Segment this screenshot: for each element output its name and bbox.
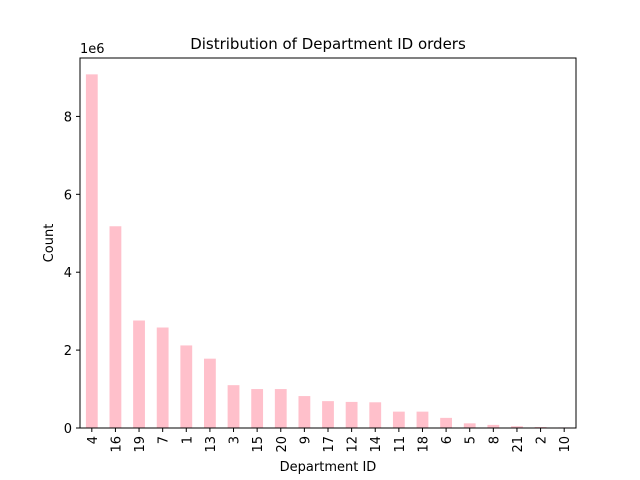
bar-18 [416, 411, 429, 428]
bar-21 [511, 426, 523, 428]
x-tick-label: 7 [157, 436, 172, 444]
bar-15 [251, 389, 264, 428]
bar-17 [322, 401, 334, 428]
y-offset-label: 1e6 [80, 42, 105, 57]
x-tick-label: 6 [440, 436, 455, 444]
x-tick-label: 11 [393, 436, 408, 453]
y-ticks: 0 2 4 6 8 [64, 110, 80, 437]
x-tick-label: 21 [511, 436, 526, 453]
x-tick-label: 10 [558, 436, 573, 453]
bar-12 [345, 401, 358, 428]
x-tick-label: 2 [535, 436, 550, 444]
bar-7 [156, 327, 169, 428]
bar-3 [227, 385, 240, 428]
y-tick-label: 0 [64, 422, 72, 437]
y-tick-label: 8 [64, 110, 72, 125]
x-tick-label: 3 [228, 436, 243, 444]
bar-14 [369, 402, 382, 428]
x-ticks: 4 16 19 7 1 13 3 15 20 9 17 12 14 11 18 6 5 8 21 2 10 [86, 428, 573, 453]
x-tick-label: 20 [275, 436, 290, 453]
bar-6 [440, 417, 452, 428]
x-tick-label: 1 [180, 436, 195, 444]
bar-13 [204, 358, 216, 428]
bar-4 [85, 74, 98, 429]
y-tick-label: 4 [64, 266, 72, 281]
x-tick-label: 9 [298, 436, 313, 444]
x-tick-label: 15 [251, 436, 266, 453]
bar-11 [392, 411, 405, 428]
bar-19 [133, 320, 145, 428]
bar-16 [109, 226, 122, 428]
y-tick-label: 2 [64, 344, 72, 359]
x-tick-label: 16 [109, 436, 124, 453]
x-tick-label: 14 [369, 436, 384, 453]
bar-9 [298, 396, 311, 428]
x-tick-label: 5 [464, 436, 479, 444]
bar-5 [463, 423, 476, 428]
x-tick-label: 4 [86, 436, 101, 444]
x-tick-label: 18 [416, 436, 431, 453]
bars-group [85, 74, 571, 429]
plot-frame [79, 57, 577, 429]
bar-1 [180, 345, 193, 428]
chart-title: Distribution of Department ID orders [190, 35, 466, 53]
x-tick-label: 13 [204, 436, 219, 453]
x-tick-label: 17 [322, 436, 337, 453]
bar-20 [274, 389, 287, 428]
x-tick-label: 12 [346, 436, 361, 453]
x-tick-label: 8 [487, 436, 502, 444]
x-axis-label: Department ID [280, 460, 377, 475]
y-axis-label: Count [42, 224, 57, 263]
bar-8 [487, 424, 500, 428]
y-tick-label: 6 [64, 188, 72, 203]
x-tick-label: 19 [133, 436, 148, 453]
